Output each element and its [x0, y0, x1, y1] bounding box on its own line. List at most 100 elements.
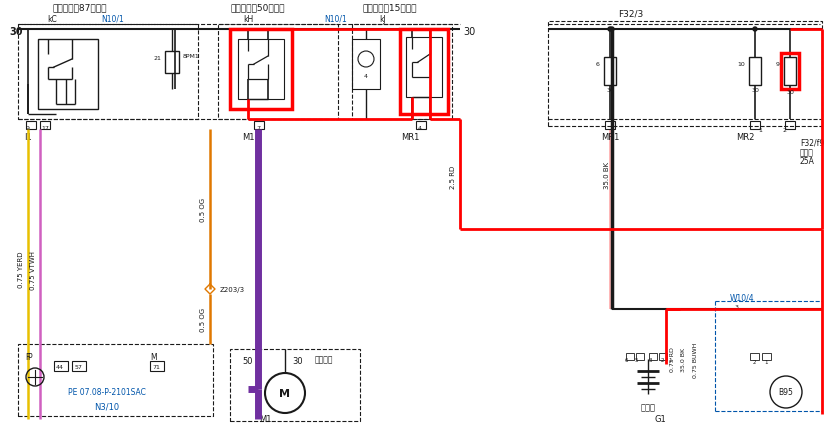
Bar: [416, 122, 426, 130]
Bar: [605, 122, 615, 130]
Bar: [165, 52, 179, 74]
Bar: [18, 25, 198, 120]
Text: Z203/3: Z203/3: [220, 286, 245, 293]
Text: 9: 9: [26, 125, 30, 130]
Bar: [636, 353, 644, 360]
Text: 57: 57: [74, 365, 82, 370]
Bar: [784, 58, 796, 86]
Text: 起动机端子50继电器: 起动机端子50继电器: [231, 3, 285, 13]
Bar: [659, 353, 667, 360]
Text: M: M: [150, 353, 156, 362]
Text: 蓄电池: 蓄电池: [640, 403, 656, 411]
Bar: [626, 353, 634, 360]
Text: N10/1: N10/1: [325, 14, 347, 23]
Text: MR1: MR1: [401, 133, 419, 142]
Bar: [604, 58, 616, 86]
Bar: [781, 54, 799, 90]
Text: 9: 9: [776, 62, 780, 67]
Bar: [548, 22, 822, 127]
Circle shape: [608, 28, 612, 32]
Text: F32/3: F32/3: [618, 10, 643, 19]
Bar: [254, 122, 264, 130]
Text: 保险丝: 保险丝: [800, 148, 814, 157]
Bar: [26, 122, 36, 130]
Text: G1: G1: [654, 414, 666, 424]
Text: 2: 2: [753, 360, 756, 365]
Text: 17: 17: [41, 125, 49, 130]
Text: 10: 10: [737, 62, 745, 67]
Text: 0.75 YERD: 0.75 YERD: [18, 251, 24, 288]
Text: kH: kH: [243, 14, 253, 23]
Text: M: M: [280, 388, 290, 398]
Text: 0.75 RD: 0.75 RD: [671, 347, 676, 372]
Bar: [18, 344, 213, 416]
Bar: [218, 25, 338, 120]
Text: 1: 1: [668, 358, 672, 363]
Bar: [352, 40, 380, 90]
Text: 30: 30: [606, 87, 614, 92]
Bar: [238, 40, 284, 100]
Text: kJ: kJ: [380, 14, 386, 23]
Bar: [38, 40, 98, 110]
Text: 5: 5: [634, 358, 638, 363]
Text: 0.5 OG: 0.5 OG: [200, 197, 206, 221]
Circle shape: [610, 28, 614, 32]
Bar: [352, 25, 452, 120]
Text: I1: I1: [24, 133, 32, 142]
Text: 1: 1: [758, 128, 762, 133]
Text: 0.75 BUWH: 0.75 BUWH: [694, 342, 699, 377]
Text: MR2: MR2: [736, 133, 754, 142]
Bar: [750, 353, 759, 360]
Text: 2: 2: [783, 128, 787, 133]
Text: 30: 30: [751, 87, 759, 92]
Text: 1: 1: [764, 360, 767, 365]
Bar: [750, 122, 760, 130]
Text: 35.0 BK: 35.0 BK: [681, 347, 686, 371]
Text: 4: 4: [364, 73, 368, 78]
Text: 50: 50: [243, 357, 253, 366]
Bar: [54, 361, 68, 371]
Text: 6: 6: [596, 62, 600, 67]
Text: 发动机端子87继电器: 发动机端子87继电器: [53, 3, 108, 13]
Text: 8PM1: 8PM1: [183, 54, 200, 59]
Circle shape: [753, 28, 757, 32]
Text: PE 07.08-P-2101SAC: PE 07.08-P-2101SAC: [68, 388, 146, 397]
Text: 7: 7: [256, 125, 260, 130]
Text: 25A: 25A: [800, 157, 815, 166]
Text: 3: 3: [648, 358, 652, 363]
Bar: [40, 122, 50, 130]
Bar: [785, 122, 795, 130]
Text: F: F: [25, 353, 30, 362]
Text: M1: M1: [259, 414, 271, 424]
Text: 0.5 OG: 0.5 OG: [200, 307, 206, 331]
Text: 3: 3: [735, 305, 739, 310]
Text: 30: 30: [786, 89, 794, 94]
Text: 6: 6: [624, 358, 628, 363]
Text: MR1: MR1: [600, 133, 619, 142]
Text: 44: 44: [56, 365, 64, 370]
Text: F32/f9: F32/f9: [800, 138, 825, 147]
Text: 2.5 RD: 2.5 RD: [450, 165, 456, 188]
Text: 30: 30: [293, 357, 304, 366]
Text: M1: M1: [241, 133, 254, 142]
Text: 起动机端子15继电器: 起动机端子15继电器: [363, 3, 418, 13]
Bar: [72, 361, 86, 371]
Bar: [150, 361, 164, 371]
Text: N3/10: N3/10: [94, 401, 120, 411]
Bar: [649, 353, 657, 360]
Text: 21: 21: [153, 56, 161, 60]
Text: P: P: [27, 353, 32, 362]
Text: 71: 71: [152, 365, 160, 370]
Bar: [406, 38, 442, 98]
Text: 30: 30: [9, 27, 22, 37]
Text: 35.0 BK: 35.0 BK: [604, 161, 610, 188]
Text: kC: kC: [47, 14, 57, 23]
Text: 4: 4: [418, 125, 422, 130]
Bar: [762, 353, 771, 360]
Bar: [400, 30, 448, 115]
Bar: [230, 30, 292, 110]
Text: 30: 30: [463, 27, 476, 37]
Text: 0.75 VTWH: 0.75 VTWH: [30, 250, 36, 289]
Text: W10/4: W10/4: [730, 293, 754, 302]
Text: 2: 2: [660, 358, 664, 363]
